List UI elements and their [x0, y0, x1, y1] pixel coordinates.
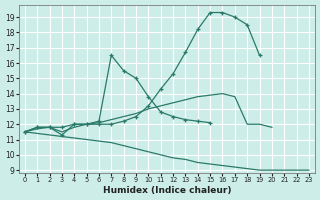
X-axis label: Humidex (Indice chaleur): Humidex (Indice chaleur) [103, 186, 231, 195]
